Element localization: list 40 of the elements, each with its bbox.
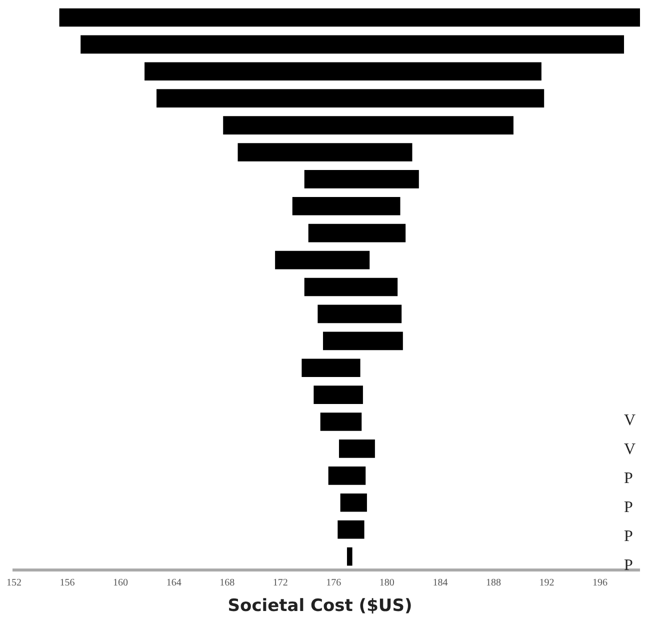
bar bbox=[304, 170, 419, 188]
bar bbox=[156, 89, 544, 108]
bar bbox=[292, 196, 400, 216]
bar bbox=[308, 224, 406, 242]
bar bbox=[318, 304, 402, 324]
bar bbox=[346, 547, 352, 566]
bar bbox=[302, 358, 360, 378]
bar bbox=[223, 116, 514, 134]
annotation: P bbox=[624, 557, 633, 575]
bar bbox=[340, 493, 367, 512]
x-axis-title: Societal Cost ($US) bbox=[226, 596, 414, 616]
x-tick-label: 156 bbox=[60, 578, 75, 589]
bar bbox=[304, 278, 398, 296]
x-tick-label: 188 bbox=[486, 578, 501, 589]
bar bbox=[338, 440, 375, 458]
annotation: P bbox=[624, 470, 633, 488]
x-tick-label: 176 bbox=[326, 578, 342, 589]
annotation: P bbox=[624, 528, 633, 546]
bar bbox=[328, 466, 366, 485]
x-tick-label: 192 bbox=[539, 578, 554, 589]
bar bbox=[323, 332, 403, 350]
bar bbox=[314, 386, 363, 404]
x-tick-label: 172 bbox=[272, 578, 288, 589]
x-tick-label: 160 bbox=[113, 578, 128, 589]
annotation: P bbox=[624, 499, 633, 517]
bar bbox=[320, 412, 362, 431]
bar bbox=[59, 8, 640, 27]
x-tick-label: 184 bbox=[432, 578, 448, 589]
x-tick-label: 180 bbox=[379, 578, 394, 589]
bar bbox=[338, 520, 364, 539]
annotation: V bbox=[624, 441, 636, 459]
x-tick-label: 196 bbox=[592, 578, 608, 589]
x-tick-label: 152 bbox=[6, 578, 22, 589]
x-tick-label: 164 bbox=[166, 578, 182, 589]
x-tick-label: 168 bbox=[220, 578, 235, 589]
annotation: V bbox=[624, 412, 636, 430]
bar bbox=[238, 143, 412, 162]
bar bbox=[275, 250, 370, 270]
bar bbox=[80, 35, 624, 54]
bar bbox=[144, 62, 542, 81]
